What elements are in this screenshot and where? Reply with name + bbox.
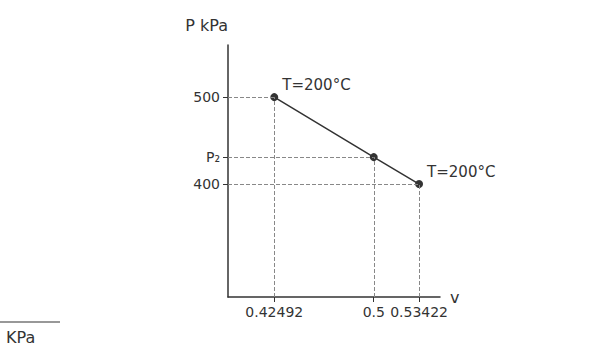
svg-text:400: 400: [193, 176, 220, 192]
svg-text:0.5: 0.5: [363, 304, 385, 320]
svg-text:P₂: P₂: [206, 149, 220, 165]
svg-text:T=200°C: T=200°C: [426, 163, 495, 181]
svg-text:P kPa: P kPa: [185, 16, 228, 35]
svg-text:0.53422: 0.53422: [390, 304, 448, 320]
svg-text:500: 500: [193, 89, 220, 105]
svg-text:0.42492: 0.42492: [245, 304, 303, 320]
svg-text:KPa: KPa: [6, 328, 35, 347]
svg-text:T=200°C: T=200°C: [281, 76, 350, 94]
svg-text:v: v: [450, 288, 459, 307]
